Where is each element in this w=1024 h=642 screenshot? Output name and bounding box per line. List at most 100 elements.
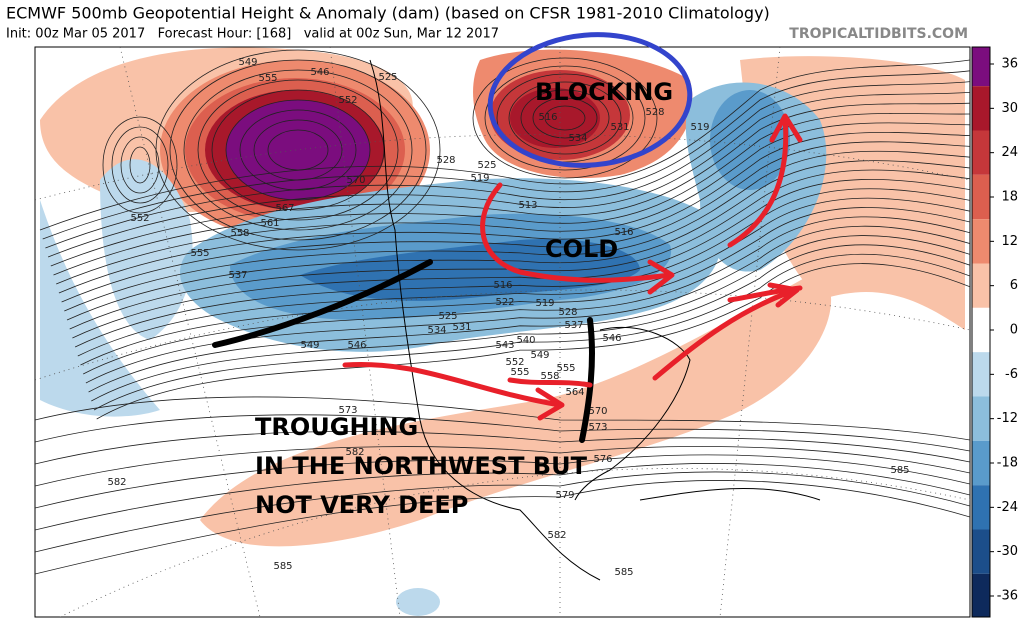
contour-label: 519 xyxy=(470,173,489,184)
contour-label: 516 xyxy=(493,280,512,291)
colorbar-tick-label: 12 xyxy=(1001,234,1018,249)
coastlines xyxy=(369,59,821,581)
contour-label: 525 xyxy=(378,72,397,83)
contour xyxy=(39,59,970,231)
positive-anomaly xyxy=(510,88,600,148)
annotation: COLD xyxy=(545,235,618,263)
contour xyxy=(35,431,970,465)
contour-label: 573 xyxy=(338,405,357,416)
contour xyxy=(472,57,658,179)
contour-label: 567 xyxy=(275,203,294,214)
contour-label: 531 xyxy=(452,322,471,333)
negative-anomaly xyxy=(100,159,193,340)
contour-label: 519 xyxy=(690,122,709,133)
contour-label: 555 xyxy=(510,367,529,378)
contour xyxy=(35,414,970,452)
contour-label: 585 xyxy=(273,561,292,572)
annotation: NOT VERY DEEP xyxy=(255,491,468,519)
contour-label: 525 xyxy=(477,160,496,171)
contour xyxy=(64,150,970,312)
contour-label: 549 xyxy=(300,340,319,351)
contour-label: 546 xyxy=(310,67,329,78)
colorbar-segment xyxy=(972,485,990,530)
contour-label: 519 xyxy=(535,298,554,309)
contour xyxy=(91,244,970,402)
contour-label: 528 xyxy=(645,107,664,118)
contour-label: 540 xyxy=(516,335,535,346)
colorbar-tick-label: -24 xyxy=(997,500,1018,515)
contour-label: 534 xyxy=(568,133,587,144)
colorbar-segment xyxy=(972,573,990,617)
contour xyxy=(111,126,169,204)
contour-label: 582 xyxy=(345,447,364,458)
colorbar-segment xyxy=(972,307,990,353)
colorbar-tick-label: -36 xyxy=(997,589,1018,604)
contour-label: 573 xyxy=(588,422,607,433)
contour xyxy=(42,70,970,240)
contour-label: 546 xyxy=(602,333,621,344)
contour-label: 558 xyxy=(540,371,559,382)
contour xyxy=(484,65,646,171)
colorbar-tick-label: 6 xyxy=(1010,278,1018,293)
contour xyxy=(58,131,970,294)
colorbar-tick-label: -18 xyxy=(997,456,1018,471)
colorbar-tick-label: 24 xyxy=(1001,145,1018,160)
trough-axis xyxy=(212,259,433,348)
colorbar-segment xyxy=(972,440,990,486)
annotation: IN THE NORTHWEST BUT xyxy=(255,452,588,480)
contour xyxy=(35,480,970,575)
contour-label: 570 xyxy=(346,175,365,186)
contour-label: 582 xyxy=(107,477,126,488)
contour-label: 552 xyxy=(130,213,149,224)
contour xyxy=(45,81,970,249)
contour-label: 537 xyxy=(228,270,247,281)
contour xyxy=(183,69,413,231)
contour-label: 585 xyxy=(614,567,633,578)
contour xyxy=(77,197,970,357)
colorbar-frame xyxy=(971,46,991,618)
subtitle: Init: 00z Mar 05 2017 Forecast Hour: [16… xyxy=(6,27,499,42)
contour-label: 558 xyxy=(230,228,249,239)
contour xyxy=(520,89,610,147)
contour xyxy=(61,141,970,303)
contour xyxy=(72,179,970,339)
contour-label: 516 xyxy=(538,112,557,123)
contour xyxy=(35,396,970,441)
negative-anomaly xyxy=(396,588,440,616)
colorbar-segment xyxy=(972,263,990,308)
contour xyxy=(129,146,151,184)
contour-label: 555 xyxy=(556,363,575,374)
colorbar-tick-label: 0 xyxy=(1010,323,1018,338)
colorbar-tick-label: 36 xyxy=(1001,57,1018,72)
contour xyxy=(239,109,357,191)
colorbar-tick-label: 18 xyxy=(1001,190,1018,205)
contour xyxy=(169,59,427,241)
contour xyxy=(532,97,598,139)
contour-label: 570 xyxy=(588,406,607,417)
contour-label: 579 xyxy=(555,490,574,501)
contour-label: 555 xyxy=(190,248,209,259)
colorbar-segment xyxy=(972,174,990,220)
annotation: BLOCKING xyxy=(535,78,673,106)
contour-label: 549 xyxy=(530,350,549,361)
contour xyxy=(50,102,970,267)
colorbar-segment xyxy=(972,47,990,87)
source: TROPICALTIDBITS.COM xyxy=(789,26,968,42)
contour xyxy=(225,99,371,201)
contour-label: 537 xyxy=(564,320,583,331)
contour xyxy=(85,225,970,384)
contour xyxy=(83,216,970,375)
contour xyxy=(102,116,178,214)
colorbar-segment xyxy=(972,396,990,441)
colorbar-segment xyxy=(972,529,990,574)
contour xyxy=(508,81,622,155)
contour-label: 576 xyxy=(593,454,612,465)
colorbar: 36 30 24 18 12 6 0 -6 -12 -18 -24 -30 -36 xyxy=(971,46,1018,618)
contour-label: 561 xyxy=(260,218,279,229)
contour xyxy=(96,263,970,420)
